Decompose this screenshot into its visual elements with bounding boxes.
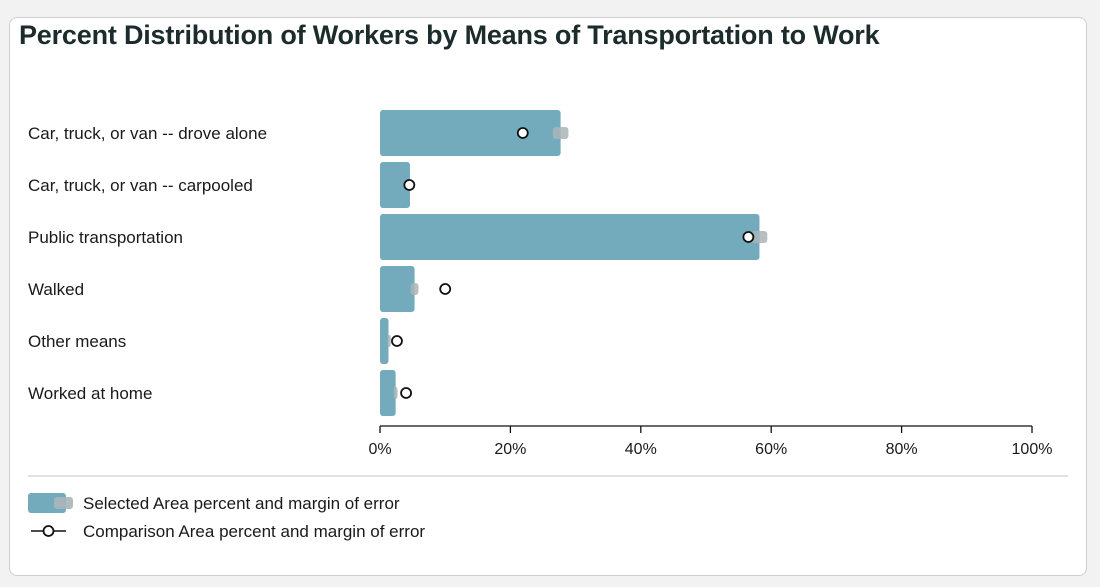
bars-group bbox=[380, 110, 760, 416]
legend-selected-label: Selected Area percent and margin of erro… bbox=[83, 494, 400, 513]
comparison-marker bbox=[516, 127, 529, 139]
bar bbox=[380, 162, 410, 208]
x-tick-label: 20% bbox=[494, 441, 526, 458]
comparison-marker bbox=[439, 283, 452, 295]
category-label: Public transportation bbox=[28, 228, 183, 247]
category-labels: Car, truck, or van -- drove alone Car, tr… bbox=[28, 124, 267, 403]
legend-moe-swatch bbox=[54, 497, 73, 509]
x-tick-label: 100% bbox=[1012, 441, 1053, 458]
x-tick-label: 80% bbox=[886, 441, 918, 458]
x-tick-label: 60% bbox=[755, 441, 787, 458]
comparison-marker bbox=[742, 231, 755, 243]
category-label: Car, truck, or van -- carpooled bbox=[28, 176, 253, 195]
moe-bar bbox=[751, 231, 768, 243]
comparison-markers bbox=[391, 127, 755, 399]
comparison-marker bbox=[400, 387, 412, 399]
legend-comparison-marker bbox=[42, 525, 55, 537]
bar bbox=[380, 318, 389, 364]
category-label: Walked bbox=[28, 280, 84, 299]
bar bbox=[380, 214, 760, 260]
moe-bar bbox=[387, 335, 391, 347]
category-label: Car, truck, or van -- drove alone bbox=[28, 124, 267, 143]
chart-title: Percent Distribution of Workers by Means… bbox=[19, 20, 880, 50]
x-tick-label: 40% bbox=[625, 441, 657, 458]
moe-group bbox=[387, 127, 768, 399]
moe-bar bbox=[552, 127, 569, 139]
moe-bar bbox=[393, 387, 398, 399]
bar bbox=[380, 370, 396, 416]
comparison-marker bbox=[391, 335, 403, 347]
category-label: Other means bbox=[28, 332, 126, 351]
x-tick-label: 0% bbox=[368, 441, 391, 458]
category-label: Worked at home bbox=[28, 384, 152, 403]
x-axis: 0% 20% 40% 60% 80% 100% bbox=[368, 425, 1053, 458]
bar bbox=[380, 266, 415, 312]
bar bbox=[380, 110, 561, 156]
moe-bar bbox=[410, 283, 419, 295]
legend: Selected Area percent and margin of erro… bbox=[28, 493, 425, 541]
legend-comparison-label: Comparison Area percent and margin of er… bbox=[83, 522, 425, 541]
comparison-marker bbox=[403, 179, 416, 191]
